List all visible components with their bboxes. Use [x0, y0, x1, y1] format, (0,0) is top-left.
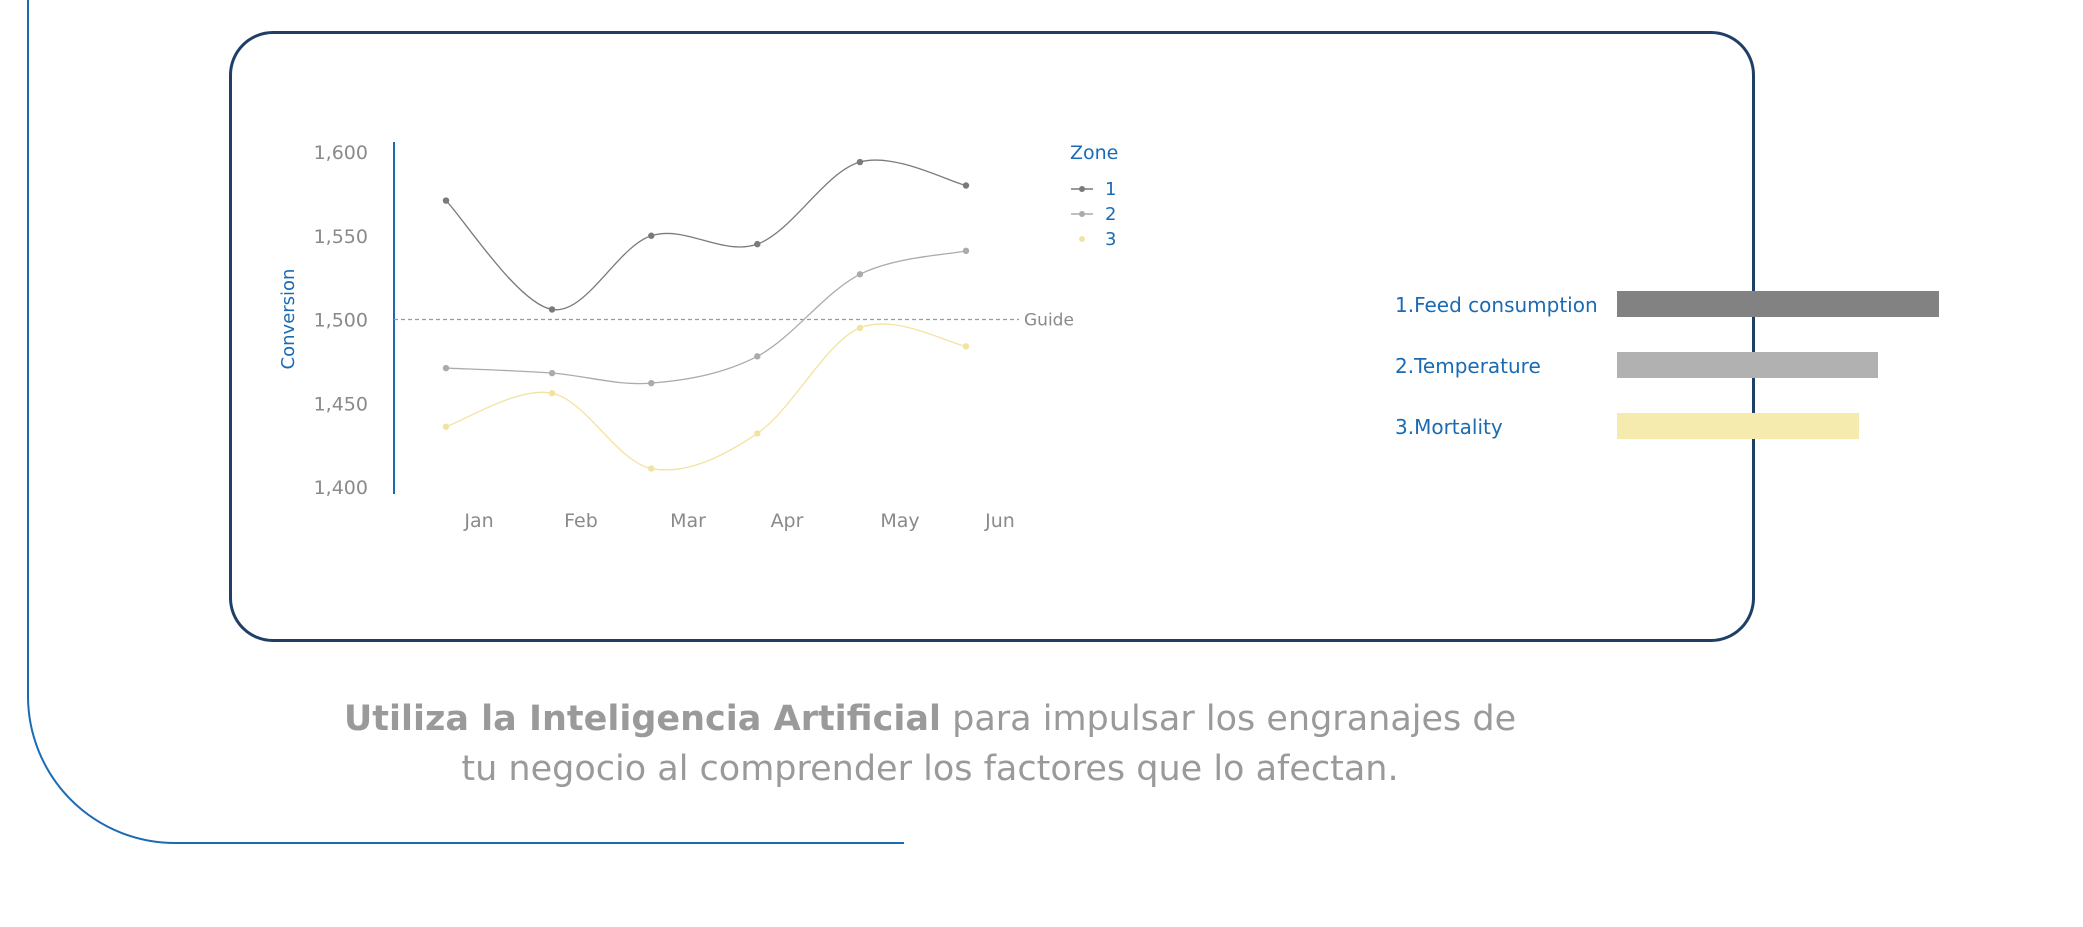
factor-row: 3.Mortality — [1395, 411, 1955, 441]
tagline-rest: para impulsar los engranajes de — [940, 699, 1517, 739]
x-tick-label: May — [880, 510, 919, 532]
legend-swatch-dot — [1079, 211, 1085, 217]
chart-card: 1,400 1,450 1,500 1,550 1,600 Conversion Jan F… — [229, 31, 1939, 642]
y-tick-label: 1,400 — [314, 477, 368, 499]
series-point-1 — [442, 197, 450, 204]
series-lines — [442, 158, 970, 472]
factor-label: 3.Mortality — [1395, 415, 1503, 439]
legend-title: Zone — [1070, 142, 1118, 164]
x-tick-label: Jan — [463, 510, 493, 532]
x-tick-label: Jun — [984, 510, 1015, 532]
tagline-line2: tu negocio al comprender los factores qu… — [461, 749, 1399, 789]
legend-entry-label: 2 — [1105, 204, 1116, 225]
legend-swatch-dot — [1079, 236, 1085, 242]
series-point-3 — [856, 324, 864, 332]
factor-bar — [1617, 291, 1939, 317]
guide-label: Guide — [1024, 311, 1074, 331]
series-point-2 — [442, 364, 450, 372]
series-point-2 — [548, 369, 556, 377]
line-chart: 1,400 1,450 1,500 1,550 1,600 Conversion Jan F… — [278, 142, 1118, 532]
series-point-3 — [962, 343, 970, 350]
series-line-1 — [445, 159, 967, 311]
x-axis: Jan Feb Mar Apr May Jun — [463, 510, 1014, 532]
series-point-3 — [754, 430, 761, 437]
y-tick-label: 1,500 — [314, 310, 368, 332]
series-point-1 — [754, 240, 761, 248]
series-point-3 — [648, 465, 655, 472]
series-point-2 — [962, 247, 970, 255]
legend: Zone 1 2 3 — [1070, 142, 1118, 250]
x-tick-label: Feb — [564, 510, 598, 532]
series-point-2 — [648, 379, 655, 387]
x-tick-label: Apr — [771, 510, 804, 532]
y-axis-label: Conversion — [278, 269, 299, 370]
series-point-3 — [548, 390, 556, 397]
legend-swatch-dot — [1079, 186, 1085, 192]
y-tick-label: 1,550 — [314, 226, 368, 248]
series-line-3 — [445, 323, 967, 471]
series-point-2 — [754, 353, 761, 360]
tagline-bold: Utiliza la Inteligencia Artificial — [343, 699, 941, 739]
factor-row: 2.Temperature — [1395, 350, 1955, 380]
factor-label: 2.Temperature — [1395, 354, 1541, 378]
y-tick-label: 1,450 — [314, 393, 368, 415]
factor-bar — [1617, 413, 1859, 439]
x-tick-label: Mar — [670, 510, 706, 532]
factor-bar — [1617, 352, 1878, 378]
series-point-3 — [442, 423, 450, 430]
series-point-2 — [856, 271, 864, 278]
legend-entry-label: 1 — [1105, 179, 1116, 200]
factor-label: 1.Feed consumption — [1395, 293, 1598, 317]
series-point-1 — [648, 232, 655, 239]
y-tick-label: 1,600 — [314, 142, 368, 164]
series-point-1 — [962, 182, 970, 189]
tagline: Utiliza la Inteligencia Artificial para … — [265, 694, 1595, 794]
guide-line: Guide — [394, 311, 1074, 331]
series-point-1 — [548, 306, 556, 313]
legend-entry-label: 3 — [1105, 229, 1116, 250]
factor-row: 1.Feed consumption — [1395, 289, 1955, 319]
series-point-1 — [856, 158, 864, 166]
series-line-2 — [445, 250, 967, 385]
y-axis: 1,400 1,450 1,500 1,550 1,600 Conversion — [278, 142, 395, 499]
